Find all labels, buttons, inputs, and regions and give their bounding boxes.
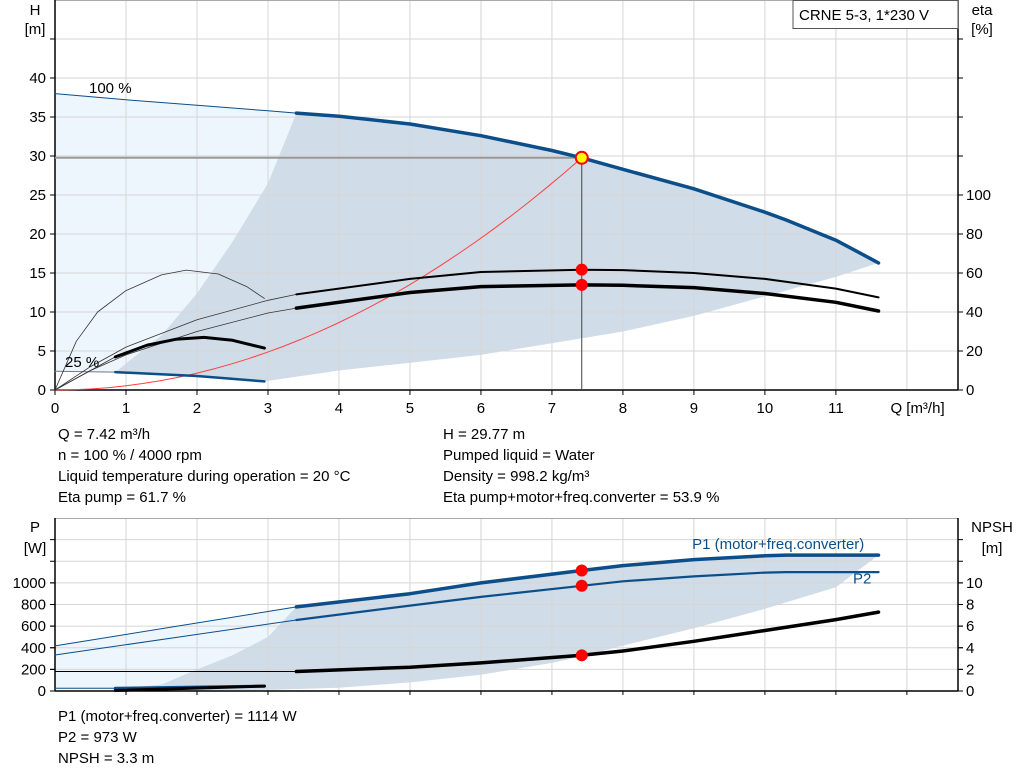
eta-pump-marker: [575, 263, 588, 276]
eta-total-curve: [294, 283, 881, 313]
npsh-marker: [575, 649, 588, 662]
duty-point-marker: [574, 150, 589, 165]
left-axis-unit: [m]: [25, 21, 46, 38]
left-axis-label: P: [30, 519, 40, 536]
right-tick-label: 4: [966, 640, 974, 657]
info-npsh: NPSH = 3.3 m: [58, 750, 155, 767]
label-100-percent: 100 %: [89, 80, 132, 97]
power-npsh-chart: 0 200 400 600 800 1000 0 2 4 6 8 10 P [W] NPSH [m] P1 (m…: [13, 518, 1013, 700]
operating-range-area: [115, 555, 879, 691]
p1-marker: [575, 564, 588, 577]
info-flow: Q = 7.42 m³/h: [58, 426, 151, 443]
left-tick-label: 40: [29, 70, 46, 87]
left-tick-label: 1000: [13, 575, 46, 592]
info-eta-total: Eta pump+motor+freq.converter = 53.9 %: [443, 489, 720, 506]
x-tick-label: 1: [122, 400, 130, 417]
right-tick-label: 100: [966, 187, 991, 204]
head-curve-100: [294, 111, 881, 265]
p2-curve-25: [113, 684, 266, 692]
info-top-left: Q = 7.42 m³/h n = 100 % / 4000 rpm Liqui…: [58, 424, 350, 508]
p2-curve-extension: [54, 619, 297, 656]
head-curve-25-extension: [54, 370, 116, 373]
x-tick-label: 9: [690, 400, 698, 417]
p1-series-label: P1 (motor+freq.converter): [692, 536, 864, 553]
p1-curve: [294, 553, 881, 609]
x-tick-label: 8: [619, 400, 627, 417]
operating-range-area: [115, 113, 879, 382]
info-bottom: P1 (motor+freq.converter) = 1114 W P2 = …: [58, 706, 297, 769]
left-tick-label: 800: [21, 597, 46, 614]
p2-curve: [295, 570, 880, 622]
x-tick-label: 7: [548, 400, 556, 417]
x-axis-label: Q [m³/h]: [890, 400, 944, 417]
right-tick-label: 20: [966, 343, 983, 360]
right-tick-label: 6: [966, 618, 974, 635]
left-tick-label: 35: [29, 109, 46, 126]
p1-curve-extension: [54, 606, 297, 647]
left-tick-label: 20: [29, 226, 46, 243]
x-tick-label: 4: [335, 400, 343, 417]
right-axis-label: eta: [972, 2, 994, 19]
info-eta-pump: Eta pump = 61.7 %: [58, 489, 186, 506]
info-top-right: H = 29.77 m Pumped liquid = Water Densit…: [443, 424, 719, 508]
info-speed: n = 100 % / 4000 rpm: [58, 447, 202, 464]
eta-total-curve-25-extension: [54, 356, 116, 391]
left-tick-label: 15: [29, 265, 46, 282]
left-tick-label: 600: [21, 618, 46, 635]
x-tick-label: 11: [828, 400, 844, 417]
info-p1: P1 (motor+freq.converter) = 1114 W: [58, 708, 297, 725]
info-liquid: Pumped liquid = Water: [443, 447, 595, 464]
left-tick-label: 30: [29, 148, 46, 165]
right-tick-label: 80: [966, 226, 983, 243]
left-tick-label: 400: [21, 640, 46, 657]
x-tick-label: 10: [757, 400, 774, 417]
right-tick-label: 10: [966, 575, 983, 592]
right-tick-label: 8: [966, 597, 974, 614]
title-box: CRNE 5-3, 1*230 V: [792, 0, 959, 29]
left-tick-label: 25: [29, 187, 46, 204]
x-tick-label: 2: [193, 400, 201, 417]
system-curve: [54, 157, 583, 391]
info-head: H = 29.77 m: [443, 426, 526, 443]
left-tick-label: 5: [38, 343, 46, 360]
npsh-curve: [294, 610, 881, 674]
head-curve-100-extension: [54, 93, 297, 114]
p2-series-label: P2: [853, 571, 871, 588]
left-axis-unit: [W]: [24, 540, 47, 557]
extended-range-area: [55, 93, 297, 373]
right-tick-label: 60: [966, 265, 983, 282]
right-axis-unit: [m]: [982, 540, 1003, 557]
chart-title: CRNE 5-3, 1*230 V: [799, 7, 929, 24]
right-axis-label: NPSH: [971, 519, 1013, 536]
right-tick-label: 40: [966, 304, 983, 321]
x-tick-label: 0: [51, 400, 59, 417]
x-tick-label: 3: [264, 400, 272, 417]
info-temperature: Liquid temperature during operation = 20…: [58, 468, 351, 485]
right-axis-unit: [%]: [971, 21, 993, 38]
right-tick-label: 0: [966, 683, 974, 700]
left-tick-label: 10: [29, 304, 46, 321]
label-25-percent: 25 %: [65, 354, 99, 371]
left-tick-label: 200: [21, 661, 46, 678]
right-tick-label: 2: [966, 661, 974, 678]
x-tick-label: 5: [406, 400, 414, 417]
eta-pump-curve-25: [54, 269, 265, 391]
info-density: Density = 998.2 kg/m³: [443, 468, 590, 485]
eta-pump-curve: [295, 268, 880, 299]
eta-pump-curve-extension: [54, 293, 297, 391]
head-curve-25: [114, 370, 266, 383]
left-axis-label: H: [30, 2, 41, 19]
x-tick-label: 6: [477, 400, 485, 417]
left-tick-label: 0: [38, 683, 46, 700]
left-tick-label: 0: [38, 382, 46, 399]
eta-total-marker: [575, 278, 588, 291]
eta-total-curve-25: [113, 335, 266, 359]
p2-marker: [575, 579, 588, 592]
info-p2: P2 = 973 W: [58, 729, 137, 746]
right-tick-label: 0: [966, 382, 974, 399]
